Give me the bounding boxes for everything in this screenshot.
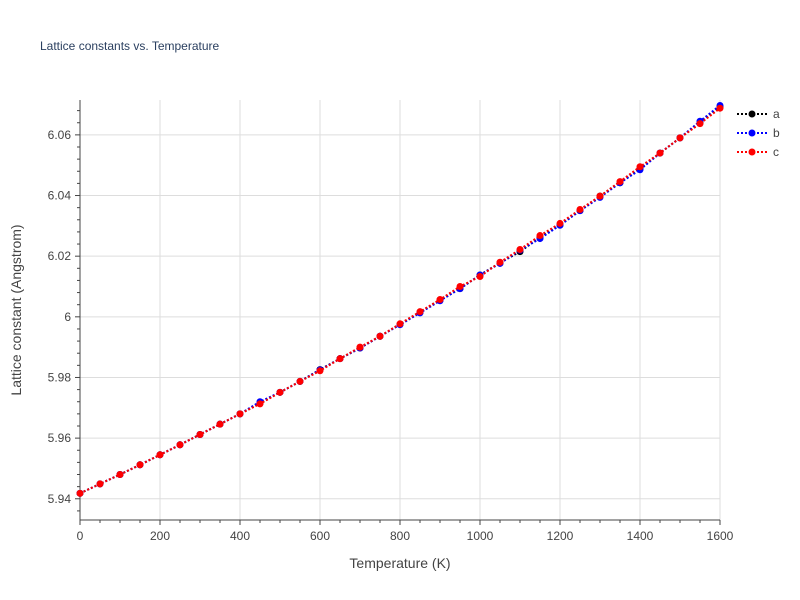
data-point-c — [576, 205, 584, 213]
data-point-c — [336, 355, 344, 363]
y-tick-label: 5.98 — [48, 370, 72, 384]
legend-swatch-marker — [748, 148, 756, 156]
data-point-c — [536, 232, 544, 240]
data-point-c — [176, 441, 184, 449]
series-c — [76, 104, 724, 497]
legend-swatch-marker — [748, 110, 756, 118]
y-tick-label: 5.94 — [48, 492, 72, 506]
x-tick-label: 800 — [390, 529, 410, 543]
x-tick-label: 200 — [150, 529, 170, 543]
y-tick-label: 5.96 — [48, 431, 72, 445]
data-point-c — [456, 282, 464, 290]
data-point-c — [516, 246, 524, 254]
data-point-c — [616, 178, 624, 186]
x-tick-label: 1600 — [707, 529, 734, 543]
grid — [80, 100, 721, 520]
y-tick-label: 6.06 — [48, 128, 72, 142]
x-tick-label: 1400 — [627, 529, 654, 543]
series-group — [76, 101, 724, 497]
y-tick-label: 6.04 — [48, 189, 72, 203]
data-point-c — [116, 471, 124, 479]
data-point-c — [356, 343, 364, 351]
y-axis-title: Lattice constant (Angstrom) — [8, 224, 24, 395]
x-tick-label: 1000 — [467, 529, 494, 543]
data-point-c — [596, 192, 604, 200]
legend-label: b — [773, 126, 780, 140]
data-point-c — [196, 430, 204, 438]
data-point-c — [136, 461, 144, 469]
axes: 0 200 400 600 800 1000 1200 1400 1600 5.94 5.96 5.9… — [48, 100, 734, 543]
legend-item-c[interactable]: c — [737, 145, 779, 159]
data-point-c — [696, 120, 704, 128]
data-point-c — [276, 388, 284, 396]
data-point-c — [316, 367, 324, 375]
data-point-c — [476, 272, 484, 280]
x-tick-label: 1200 — [547, 529, 574, 543]
y-tick-label: 6 — [64, 310, 71, 324]
legend-item-a[interactable]: a — [737, 107, 780, 121]
legend-label: c — [773, 145, 779, 159]
legend-swatch-marker — [748, 129, 756, 137]
legend[interactable]: abc — [737, 107, 780, 159]
data-point-c — [236, 410, 244, 418]
y-tick-label: 6.02 — [48, 249, 72, 263]
data-point-c — [656, 149, 664, 157]
legend-item-b[interactable]: b — [737, 126, 780, 140]
data-point-c — [636, 163, 644, 171]
data-point-c — [76, 489, 84, 497]
series-line-c — [79, 107, 721, 495]
x-axis-title: Temperature (K) — [349, 555, 450, 571]
data-point-c — [156, 451, 164, 459]
chart-title: Lattice constants vs. Temperature — [40, 39, 220, 53]
data-point-c — [396, 320, 404, 328]
data-point-c — [376, 332, 384, 340]
data-point-c — [436, 296, 444, 304]
x-tick-label: 600 — [310, 529, 330, 543]
data-point-c — [296, 377, 304, 385]
legend-label: a — [773, 107, 780, 121]
data-point-c — [716, 104, 724, 112]
data-point-c — [496, 258, 504, 266]
data-point-c — [676, 134, 684, 142]
x-tick-label: 400 — [230, 529, 250, 543]
data-point-c — [256, 400, 264, 408]
data-point-c — [556, 219, 564, 227]
x-tick-label: 0 — [77, 529, 84, 543]
data-point-c — [96, 480, 104, 488]
data-point-c — [216, 420, 224, 428]
data-point-c — [416, 308, 424, 316]
